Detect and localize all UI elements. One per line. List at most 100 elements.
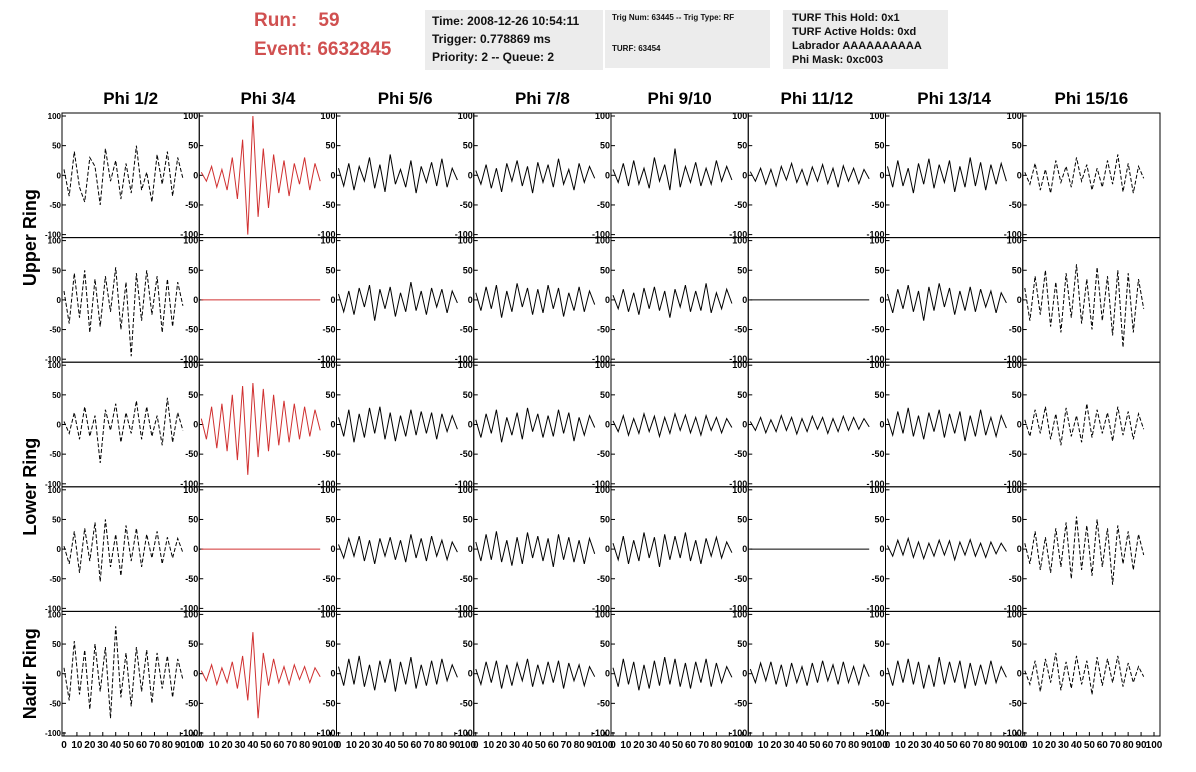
x-tick-label: 0: [610, 740, 616, 751]
y-tick-label: -100: [866, 603, 884, 613]
waveform: [338, 282, 458, 321]
x-tick-label: 40: [934, 740, 946, 751]
y-tick-label: -100: [729, 354, 747, 364]
y-tick-label: 100: [458, 360, 473, 370]
waveform: [338, 406, 458, 443]
y-tick-label: 50: [737, 639, 747, 649]
panel: -100 -50 0 50 100: [45, 361, 200, 489]
column-title: Phi 11/12: [780, 89, 853, 108]
x-tick-label: 50: [672, 740, 684, 751]
column-title: Phi 9/10: [647, 89, 711, 108]
y-tick-label: -100: [1004, 230, 1022, 240]
x-tick-label: 70: [835, 740, 847, 751]
panel: -100 -50 0 50 100: [317, 360, 475, 489]
waveform: [1024, 652, 1145, 695]
x-tick-label: 70: [972, 740, 984, 751]
y-tick-label: -50: [871, 325, 884, 335]
waveform: [612, 283, 733, 318]
y-tick-label: 0: [57, 296, 62, 305]
x-tick-label: 50: [398, 740, 410, 751]
y-tick-label: 50: [737, 265, 747, 275]
y-tick-label: 50: [188, 639, 198, 649]
y-tick-label: 100: [48, 361, 62, 370]
y-tick-label: -100: [45, 231, 62, 240]
x-tick-label: 80: [574, 740, 586, 751]
x-tick-label: 70: [286, 740, 298, 751]
x-tick-label: 60: [685, 740, 697, 751]
x-tick-label: 90: [175, 740, 187, 751]
x-tick-label: 90: [1136, 740, 1148, 751]
column-title: Phi 1/2: [103, 89, 158, 108]
x-tick-label: 40: [247, 740, 259, 751]
y-tick-label: 50: [463, 514, 473, 524]
x-tick-label: 90: [998, 740, 1010, 751]
x-tick-label: 10: [895, 740, 907, 751]
y-tick-label: 0: [330, 170, 335, 180]
y-tick-label: 100: [869, 609, 884, 619]
x-tick-label: 0: [885, 740, 891, 751]
row-title: Nadir Ring: [20, 628, 40, 719]
y-tick-label: 50: [737, 514, 747, 524]
x-tick-label: 0: [473, 740, 479, 751]
waveform: [887, 157, 1007, 194]
y-tick-label: -100: [866, 728, 884, 738]
y-tick-label: -50: [871, 200, 884, 210]
x-tick-label: 50: [260, 740, 272, 751]
panel-frame: [336, 486, 475, 612]
y-tick-label: 0: [742, 295, 747, 305]
x-tick-label: 90: [724, 740, 736, 751]
x-tick-label: 80: [436, 740, 448, 751]
info-line: Priority: 2 -- Queue: 2: [432, 50, 555, 64]
y-tick-label: 50: [737, 390, 747, 400]
y-tick-label: -50: [871, 449, 884, 459]
y-tick-label: 50: [188, 514, 198, 524]
waveform: [338, 154, 458, 194]
y-tick-label: 100: [595, 360, 610, 370]
x-tick-label: 100: [871, 740, 888, 751]
panel-frame: [610, 112, 749, 239]
waveform: [63, 519, 184, 582]
y-tick-label: 0: [605, 295, 610, 305]
y-tick-label: 0: [330, 420, 335, 430]
y-tick-label: -100: [180, 230, 198, 240]
panel: -100 -50 0 50 100: [180, 236, 337, 364]
y-tick-label: 50: [52, 266, 61, 275]
x-tick-label: 20: [771, 740, 783, 751]
panel: -100 -50 0 50 100: [729, 236, 886, 364]
y-tick-label: 100: [48, 112, 62, 121]
waveform: [63, 397, 184, 464]
y-tick-label: 0: [57, 421, 62, 430]
event: Event: 6632845: [254, 39, 391, 61]
panel-frame: [473, 361, 612, 488]
x-tick-label: 80: [1123, 740, 1135, 751]
run: Run: 59: [254, 10, 340, 32]
panel: -100 -50 0 50 100: [592, 111, 749, 240]
y-tick-label: 0: [605, 420, 610, 430]
x-tick-label: 100: [734, 740, 751, 751]
y-tick-label: 0: [193, 420, 198, 430]
waveform: [887, 657, 1007, 689]
waveform: [200, 115, 321, 235]
x-tick-label: 10: [209, 740, 221, 751]
panel: -100 -50 0 50 100: [866, 111, 1024, 240]
info-line: Labrador AAAAAAAAAA: [792, 40, 922, 52]
waveform: [612, 532, 733, 567]
y-tick-label: -50: [49, 575, 61, 584]
waveform: [1024, 516, 1145, 585]
x-tick-label: 10: [758, 740, 770, 751]
panel-frame: [336, 610, 475, 737]
waveform: [612, 411, 733, 439]
event-value: 6632845: [317, 39, 392, 60]
y-tick-label: 50: [1012, 514, 1022, 524]
y-tick-label: 0: [742, 420, 747, 430]
y-tick-label: -100: [455, 230, 473, 240]
y-tick-label: -100: [455, 603, 473, 613]
panel: -100 -50 0 50 100: [592, 236, 749, 364]
x-tick-label: 90: [587, 740, 599, 751]
waveform: [887, 407, 1007, 442]
panel-frame: [747, 610, 886, 737]
y-tick-label: -100: [180, 479, 198, 489]
y-tick-label: 100: [320, 236, 335, 246]
